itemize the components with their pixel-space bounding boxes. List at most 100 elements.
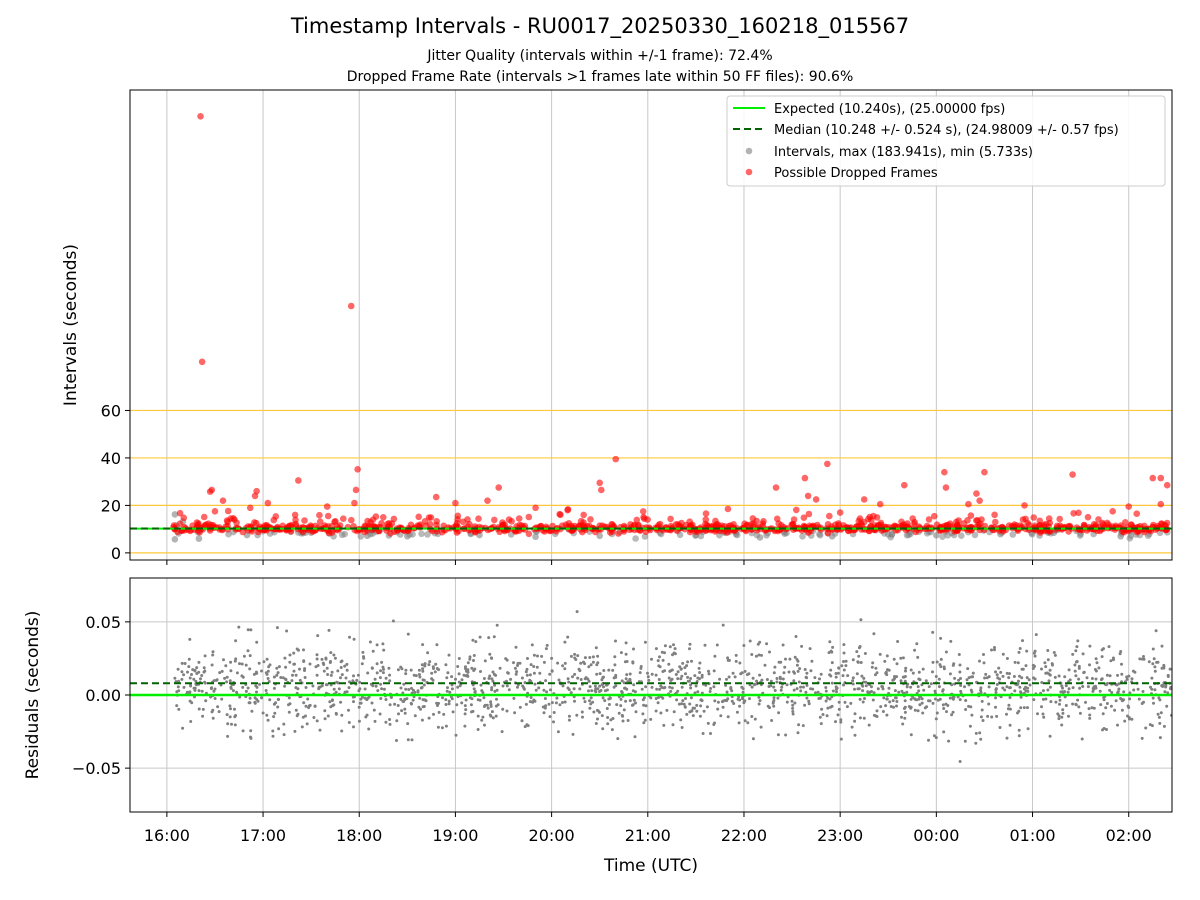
residual-point: [1118, 652, 1122, 656]
residual-point: [571, 675, 574, 679]
residual-point: [265, 657, 269, 661]
residual-point: [819, 722, 823, 726]
residual-point: [233, 707, 236, 711]
residual-point: [337, 687, 341, 691]
residual-point: [1008, 696, 1012, 699]
dropped-frame-point: [331, 518, 338, 526]
residual-point: [589, 702, 593, 706]
residual-point: [518, 705, 522, 709]
residual-point: [734, 659, 738, 663]
residual-point: [679, 667, 683, 671]
residual-point: [315, 719, 319, 723]
residual-point: [738, 661, 742, 665]
residual-point: [726, 715, 730, 719]
residual-point: [596, 654, 600, 658]
residual-point: [770, 719, 774, 722]
residual-point: [445, 689, 449, 693]
residual-point: [375, 643, 379, 647]
residual-point: [656, 659, 660, 663]
residual-point: [863, 652, 867, 655]
residual-point: [1024, 685, 1028, 689]
residual-point: [829, 674, 833, 678]
residual-point: [656, 701, 660, 705]
residual-point: [580, 710, 584, 714]
residual-point: [1019, 706, 1023, 710]
residual-point: [525, 673, 529, 677]
residual-point: [1053, 675, 1057, 679]
residual-point: [285, 629, 289, 633]
dropped-frame-point: [577, 517, 585, 525]
dropped-frame-point: [564, 506, 571, 514]
residual-point: [680, 674, 684, 678]
residual-point: [1157, 715, 1161, 719]
residual-point: [963, 685, 966, 689]
residual-point: [767, 685, 771, 688]
residual-point: [668, 645, 672, 649]
residual-point: [200, 689, 204, 693]
residual-point: [396, 704, 400, 707]
residual-point: [421, 669, 425, 673]
residual-point: [397, 712, 400, 716]
residual-point: [180, 677, 184, 681]
residual-point: [235, 690, 239, 694]
residual-point: [922, 688, 926, 692]
residual-point: [284, 665, 288, 669]
residual-point: [1107, 645, 1111, 649]
residual-point: [331, 704, 334, 708]
residual-point: [579, 678, 583, 681]
residual-point: [695, 709, 699, 713]
residual-point: [1041, 689, 1045, 693]
residual-point: [507, 688, 511, 692]
dropped-frame-point: [525, 513, 533, 521]
dropped-frame-point: [904, 520, 911, 527]
residual-point: [957, 678, 961, 682]
residual-point: [294, 708, 298, 712]
residual-point: [840, 664, 844, 668]
x-tick-label: 17:00: [240, 826, 286, 845]
residual-point: [885, 713, 889, 717]
residual-point: [373, 719, 377, 723]
residual-point: [698, 671, 702, 674]
residual-point: [492, 635, 496, 639]
residual-point: [1130, 677, 1134, 681]
residual-point: [563, 640, 567, 644]
residual-point: [395, 719, 399, 723]
residual-point: [953, 676, 957, 680]
residual-point: [905, 685, 909, 689]
residual-point: [1086, 685, 1090, 689]
residual-point: [1027, 678, 1031, 682]
residual-point: [805, 671, 809, 675]
residual-point: [360, 662, 364, 666]
residual-point: [899, 656, 903, 660]
residual-point: [435, 643, 439, 647]
residual-point: [1046, 688, 1050, 692]
residual-point: [176, 685, 180, 689]
residual-point: [552, 711, 556, 714]
residual-point: [639, 665, 643, 668]
residual-point: [1128, 691, 1132, 695]
residual-point: [514, 645, 518, 649]
residual-point: [1061, 711, 1065, 715]
residual-point: [489, 704, 493, 708]
residual-point: [674, 673, 678, 676]
residual-point: [213, 687, 217, 691]
residual-point: [188, 699, 192, 703]
residual-point: [1153, 669, 1157, 673]
residual-point: [729, 687, 733, 691]
residual-point: [1040, 667, 1043, 671]
residual-point: [288, 702, 292, 706]
residual-point: [905, 690, 909, 694]
residual-point: [339, 700, 343, 704]
residual-point: [339, 660, 343, 664]
residual-point: [669, 689, 673, 693]
residual-point: [598, 690, 601, 693]
residual-point: [701, 732, 705, 735]
residual-point: [254, 684, 258, 688]
residual-point: [909, 668, 913, 672]
residual-point: [1061, 708, 1065, 712]
residual-point: [824, 689, 828, 693]
residual-point: [1022, 706, 1026, 710]
residual-point: [282, 722, 286, 726]
residual-point: [277, 698, 280, 701]
residual-point: [305, 722, 309, 726]
